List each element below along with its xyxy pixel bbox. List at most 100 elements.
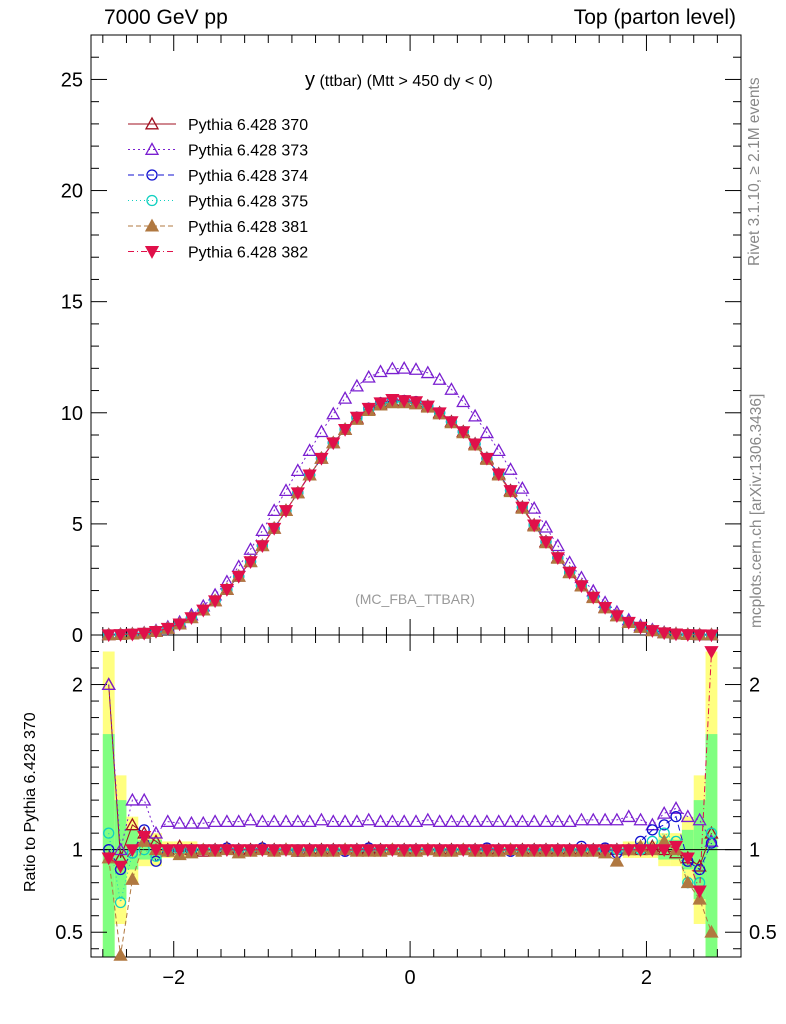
ratio-point — [491, 814, 506, 828]
legend-marker — [144, 246, 160, 259]
ratio-point — [385, 844, 400, 858]
ratio-point — [646, 824, 659, 836]
ratio-point — [704, 924, 719, 938]
x-tick-label: −2 — [162, 967, 185, 989]
legend-label: Pythia 6.428 382 — [188, 245, 308, 262]
ratio-y-tick-label: 2 — [72, 675, 83, 697]
ratio-line — [108, 832, 712, 903]
ratio-point — [137, 792, 152, 806]
x-tick-label: 2 — [641, 967, 652, 989]
data-point — [597, 601, 613, 615]
main-y-tick-label: 15 — [61, 292, 83, 314]
ratio-point — [420, 812, 435, 826]
ratio-point — [692, 891, 707, 905]
data-point — [503, 462, 518, 475]
legend-entry-3: Pythia 6.428 375 — [128, 194, 308, 211]
ratio-point — [243, 812, 258, 826]
ratio-point — [515, 814, 530, 828]
ratio-point — [125, 792, 140, 806]
data-point — [397, 395, 412, 408]
legend-marker — [146, 194, 158, 207]
ratio-point — [302, 814, 317, 828]
ratio-point — [597, 812, 613, 826]
ratio-point — [621, 844, 636, 858]
data-point — [255, 540, 270, 554]
data-point — [385, 393, 400, 407]
ratio-point — [456, 814, 471, 828]
ratio-point — [479, 844, 495, 858]
ratio-point — [621, 809, 636, 823]
ratio-point — [658, 819, 670, 831]
ratio-point — [527, 844, 542, 858]
ratio-line — [108, 815, 712, 871]
ratio-point — [207, 844, 223, 858]
ratio-point — [148, 825, 164, 839]
data-point — [278, 505, 294, 518]
ratio-point — [562, 844, 577, 858]
ratio-point — [527, 814, 542, 828]
ratio-point — [361, 844, 376, 858]
legend-label: Pythia 6.428 375 — [188, 194, 308, 211]
ratio-point — [550, 844, 565, 858]
series-line — [108, 401, 712, 636]
ratio-point — [538, 844, 554, 858]
ratio-point — [267, 844, 282, 858]
series-1 — [101, 360, 719, 856]
data-point — [456, 394, 471, 408]
legend-label: Pythia 6.428 370 — [188, 117, 308, 134]
ratio-band-inner — [705, 734, 718, 957]
ratio-point — [692, 885, 707, 899]
ratio-point — [326, 814, 341, 828]
data-point — [432, 372, 447, 385]
ratio-point — [444, 814, 459, 828]
data-point — [692, 629, 707, 643]
ratio-point — [562, 814, 577, 828]
ratio-point — [373, 844, 388, 858]
ratio-point — [420, 844, 435, 858]
legend-marker — [144, 218, 160, 232]
legend-entry-2: Pythia 6.428 374 — [128, 168, 308, 185]
ratio-point — [267, 814, 282, 828]
data-point — [397, 360, 412, 374]
ratio-point — [609, 844, 625, 858]
analysis-annotation: (MC_FBA_TTBAR) — [355, 591, 475, 607]
data-point — [349, 378, 365, 392]
data-point — [538, 519, 554, 533]
data-point — [361, 402, 376, 416]
ratio-point — [255, 814, 270, 828]
ratio-point — [408, 844, 424, 858]
ratio-point — [432, 844, 447, 858]
ratio-point — [586, 812, 601, 826]
data-point — [290, 463, 305, 477]
ratio-point — [160, 844, 175, 858]
ratio-point — [101, 852, 116, 866]
series-5 — [101, 393, 719, 899]
data-point — [562, 566, 577, 580]
ratio-point — [467, 844, 483, 858]
ratio-point — [337, 844, 353, 858]
data-point — [515, 480, 530, 494]
ratio-point — [397, 814, 412, 828]
data-point — [337, 390, 353, 404]
ratio-point — [692, 812, 707, 826]
ratio-point — [704, 646, 719, 659]
ratio-point — [538, 814, 554, 828]
data-point — [302, 443, 317, 457]
ratio-point — [231, 844, 246, 858]
data-point — [633, 621, 648, 635]
data-point — [503, 485, 518, 498]
data-point — [385, 361, 400, 375]
ratio-y-tick-label: 1 — [72, 840, 83, 862]
ratio-point — [103, 827, 115, 839]
legend-label: Pythia 6.428 373 — [188, 143, 308, 160]
ratio-point — [196, 815, 211, 829]
ratio-point — [302, 844, 317, 858]
ratio-line — [108, 840, 712, 956]
ratio-point — [444, 844, 459, 858]
ratio-point — [479, 814, 495, 828]
legend-marker — [144, 116, 160, 130]
data-point — [491, 468, 506, 482]
ratio-point — [408, 814, 424, 828]
data-point — [467, 408, 483, 422]
